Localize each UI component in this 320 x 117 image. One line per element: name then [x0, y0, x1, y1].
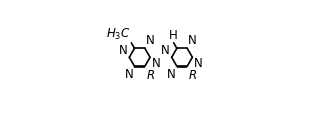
- Text: R: R: [188, 69, 197, 82]
- Text: N: N: [161, 44, 170, 57]
- Text: N: N: [167, 68, 176, 81]
- Text: N: N: [152, 57, 161, 70]
- Text: H: H: [169, 29, 178, 42]
- Text: N: N: [125, 68, 133, 81]
- Text: R: R: [146, 69, 154, 82]
- Text: N: N: [119, 44, 127, 57]
- Text: N: N: [188, 34, 197, 47]
- Text: N: N: [146, 34, 155, 47]
- Text: $H_3C$: $H_3C$: [106, 27, 131, 42]
- Text: N: N: [194, 57, 203, 70]
